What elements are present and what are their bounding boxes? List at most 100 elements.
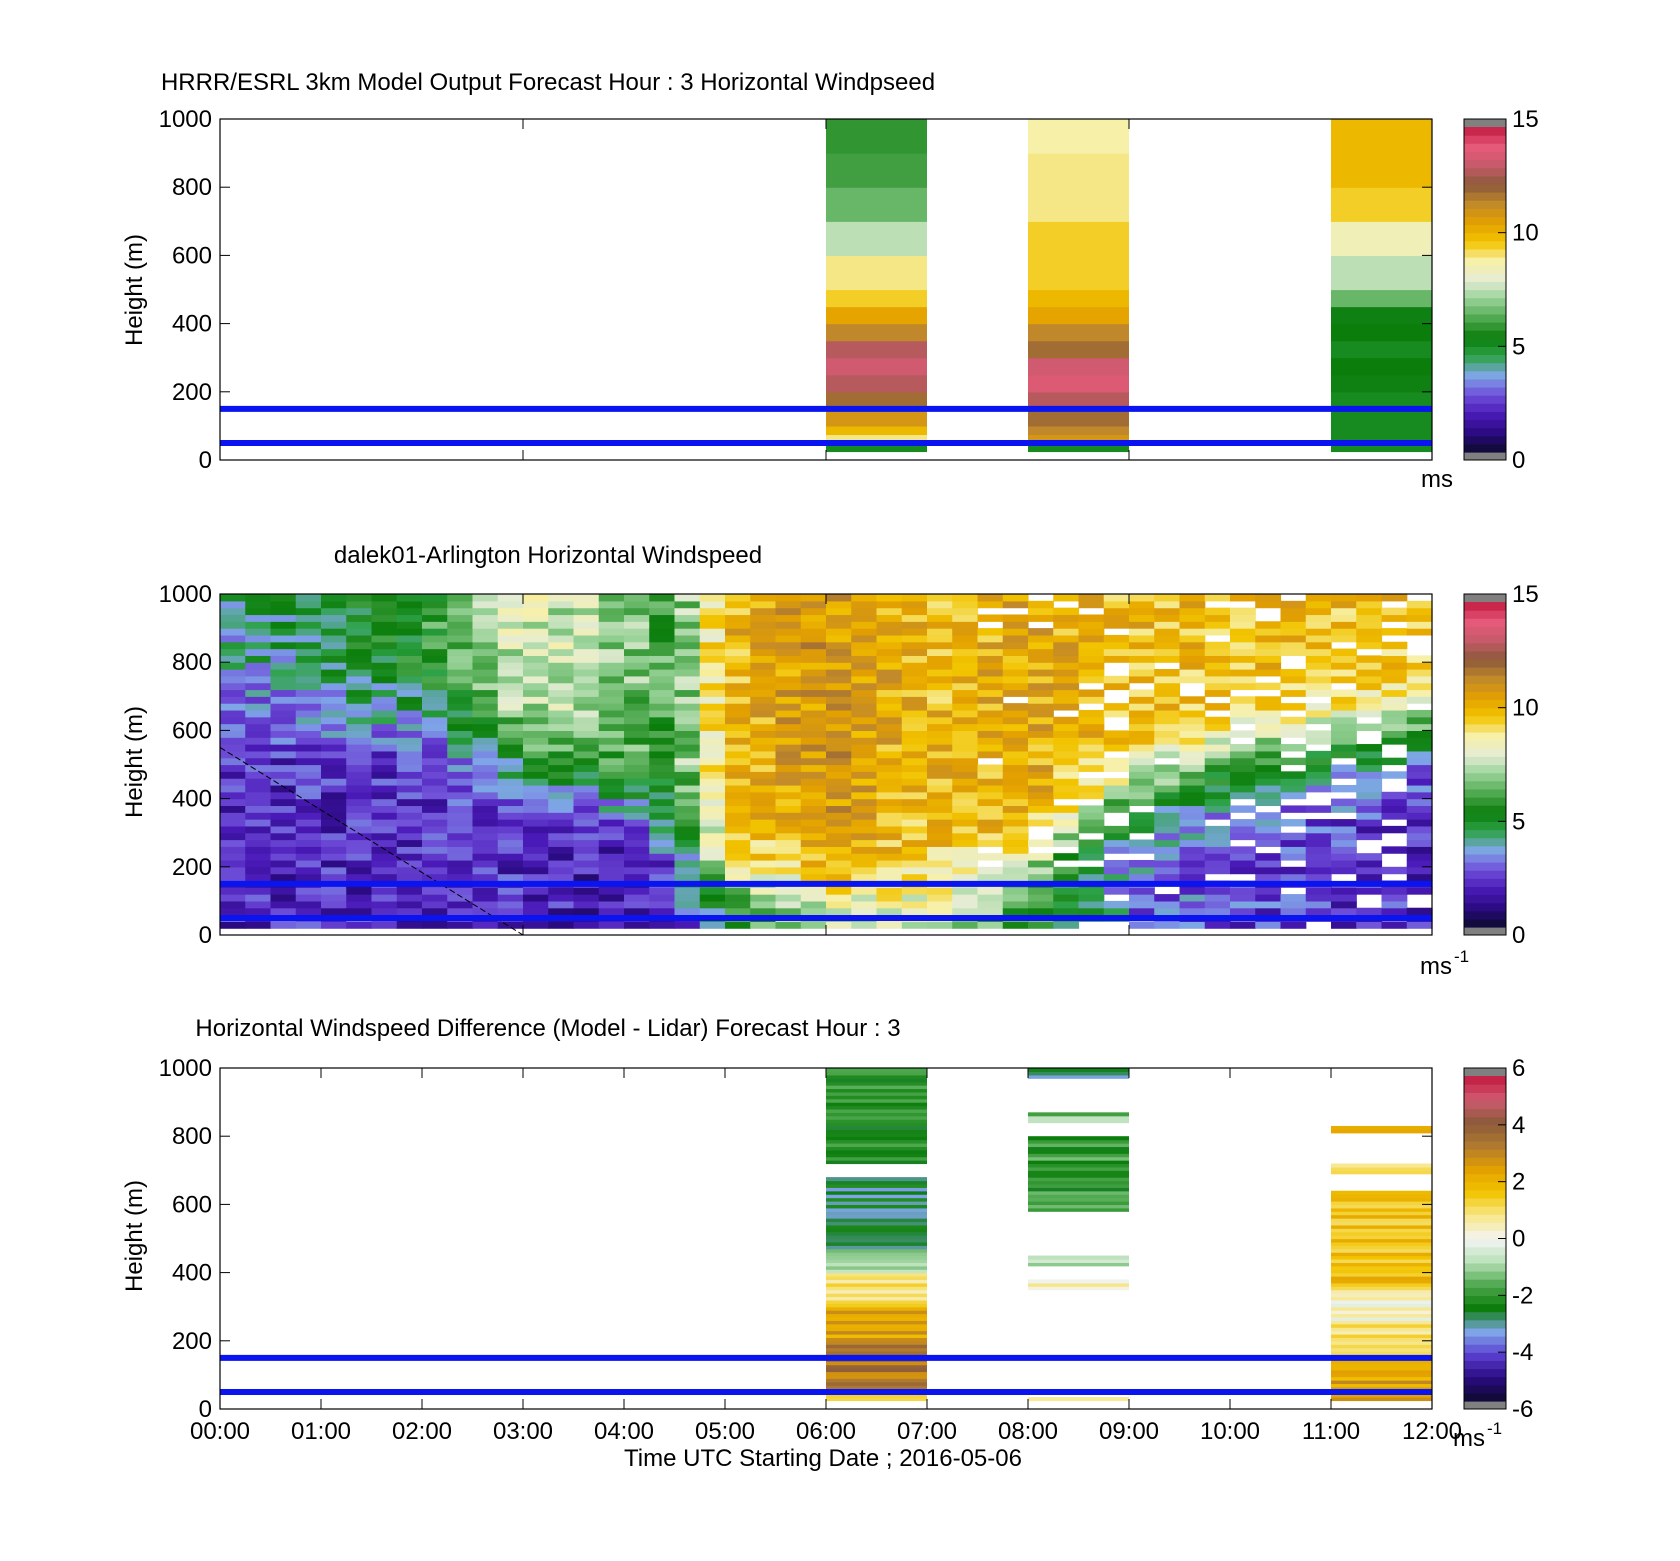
lidar-cell (1381, 900, 1408, 909)
lidar-cell (826, 778, 852, 786)
difference-cell (1028, 1149, 1129, 1154)
lidar-cell (901, 764, 928, 772)
lidar-cell (927, 621, 953, 629)
lidar-cell (396, 900, 423, 909)
lidar-cell (573, 716, 600, 725)
lidar-cell (1078, 689, 1105, 697)
lidar-cell (245, 689, 272, 697)
lidar-cell (725, 723, 751, 731)
model-cell (1028, 306, 1129, 325)
lidar-cell (270, 703, 297, 711)
lidar-cell (1078, 594, 1105, 602)
lidar-cell (346, 853, 373, 861)
model-cell (826, 255, 927, 291)
difference-cell (826, 1183, 927, 1188)
lidar-cell (1406, 921, 1433, 929)
lidar-cell (573, 907, 600, 916)
difference-cell (826, 1374, 927, 1379)
lidar-cell (977, 778, 1004, 786)
lidar-cell (927, 696, 953, 704)
lidar-cell (497, 805, 524, 813)
lidar-cell (1381, 648, 1408, 656)
lidar-cell (649, 764, 676, 772)
lidar-cell (472, 614, 499, 622)
lidar-cell (624, 594, 650, 602)
difference-cell (1331, 1194, 1432, 1199)
lidar-cell (497, 839, 524, 847)
lidar-cell (750, 894, 777, 902)
lidar-cell (649, 846, 676, 854)
difference-cell (1028, 1170, 1129, 1175)
lidar-cell (1129, 873, 1155, 882)
lidar-cell (371, 873, 398, 882)
lidar-cell (573, 873, 600, 882)
lidar-cell (1356, 750, 1383, 759)
lidar-cell (699, 730, 726, 738)
difference-cell (826, 1316, 927, 1321)
lidar-cell (422, 744, 448, 752)
lidar-cell (901, 873, 928, 882)
lidar-cell (826, 750, 852, 759)
difference-cell (1028, 1197, 1129, 1202)
lidar-cell (750, 764, 777, 772)
lidar-cell (1356, 791, 1383, 800)
lidar-cell (396, 784, 423, 793)
lidar-cell (1028, 778, 1054, 786)
lidar-cell (1406, 832, 1433, 841)
lidar-cell (952, 907, 979, 916)
lidar-cell (1305, 634, 1332, 643)
lidar-cell (800, 669, 827, 677)
lidar-cell (497, 614, 524, 622)
lidar-cell (775, 641, 802, 650)
lidar-cell (220, 784, 246, 793)
lidar-cell (598, 894, 625, 902)
lidar-cell (725, 866, 751, 875)
lidar-cell (851, 594, 878, 602)
lidar-cell (573, 853, 600, 861)
lidar-cell (1356, 771, 1383, 779)
lidar-cell (548, 744, 575, 752)
lidar-cell (220, 607, 246, 616)
lidar-cell (396, 866, 423, 875)
lidar-cell (422, 703, 448, 711)
lidar-cell (1129, 716, 1155, 725)
y-tick-label: 400 (172, 311, 212, 338)
model-cell (826, 221, 927, 256)
lidar-cell (952, 716, 979, 725)
lidar-cell (245, 737, 272, 745)
lidar-cell (321, 812, 347, 820)
colorbar-swatch (1464, 192, 1506, 201)
lidar-cell (1331, 832, 1357, 841)
lidar-cell (422, 921, 448, 929)
lidar-cell (1331, 750, 1357, 759)
lidar-cell (775, 621, 802, 629)
lidar-cell (952, 607, 979, 616)
colorbar-swatch (1464, 200, 1506, 209)
lidar-cell (952, 641, 979, 650)
difference-cell (826, 1136, 927, 1141)
lidar-cell (447, 798, 474, 807)
lidar-cell (220, 853, 246, 861)
difference-cell (1331, 1351, 1432, 1356)
lidar-cell (1356, 812, 1383, 820)
y-tick-label: 400 (172, 1260, 212, 1287)
lidar-cell (497, 907, 524, 916)
lidar-cell (346, 614, 373, 622)
lidar-cell (1305, 669, 1332, 677)
lidar-cell (523, 682, 549, 691)
lidar-cell (1028, 900, 1054, 909)
lidar-cell (901, 723, 928, 731)
lidar-cell (346, 907, 373, 916)
lidar-cell (775, 853, 802, 861)
lidar-cell (1002, 648, 1029, 656)
lidar-cell (1179, 812, 1206, 820)
lidar-cell (1381, 703, 1408, 711)
lidar-cell (1103, 703, 1130, 711)
lidar-cell (1103, 655, 1130, 663)
lidar-cell (901, 703, 928, 711)
lidar-cell (346, 669, 373, 677)
lidar-cell (1305, 716, 1332, 725)
difference-cell (826, 1327, 927, 1332)
lidar-cell (1356, 921, 1383, 929)
lidar-cell (295, 812, 322, 820)
